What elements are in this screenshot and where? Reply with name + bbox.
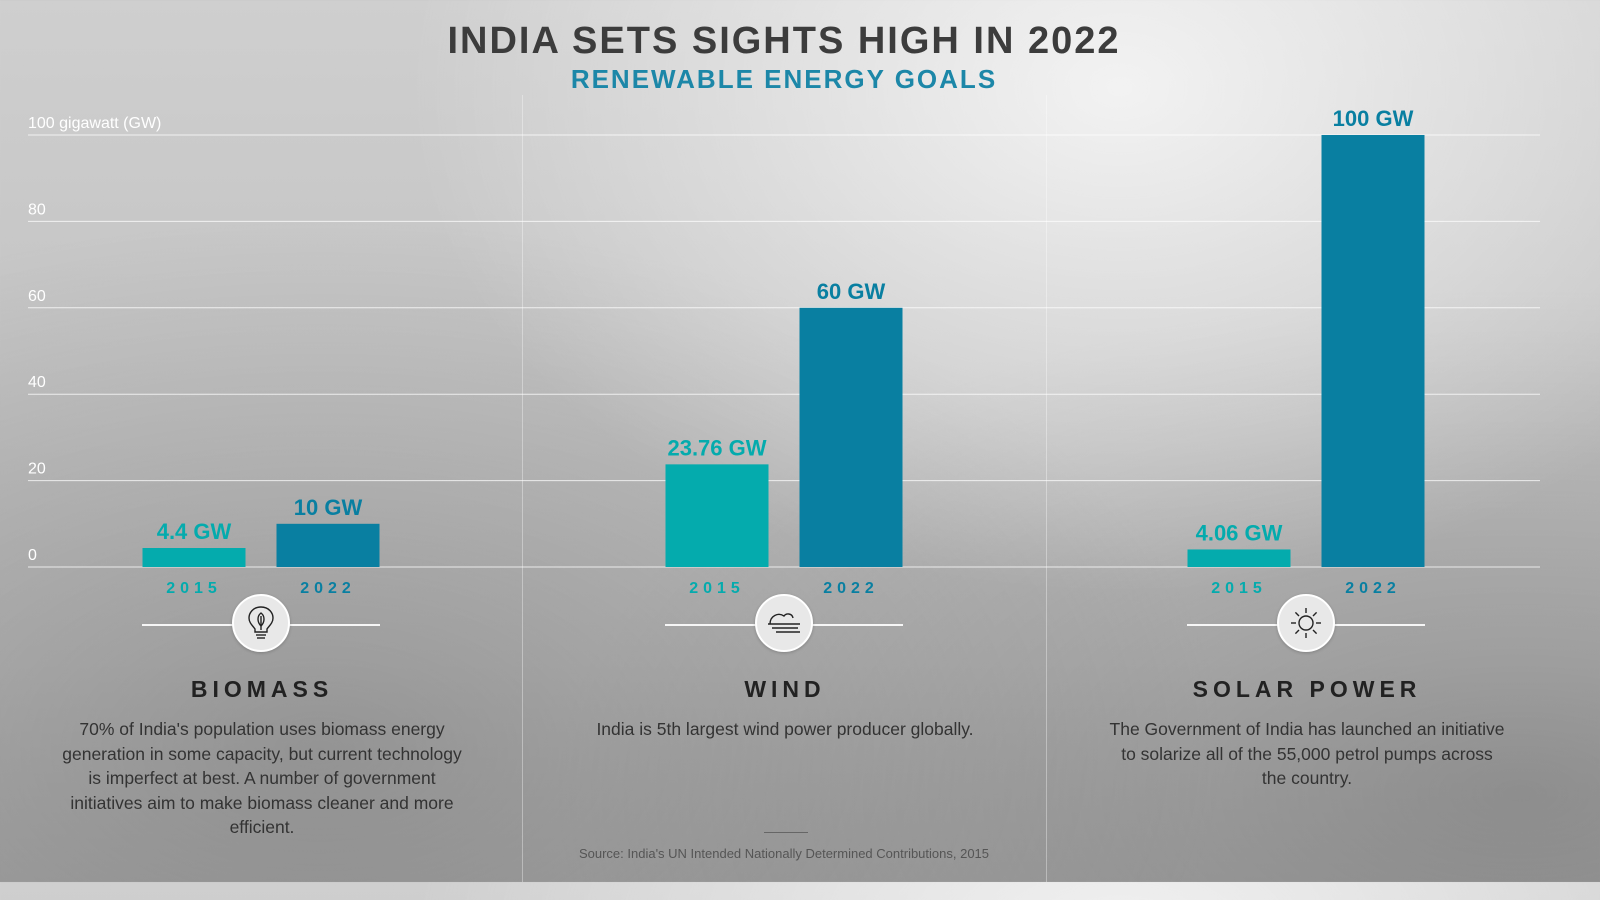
x-tick-label: 2022 — [300, 580, 356, 597]
panel-solar-power: SOLAR POWER The Government of India has … — [1097, 590, 1517, 791]
bar-2015 — [665, 464, 769, 567]
category-description: The Government of India has launched an … — [1109, 719, 1505, 788]
bar-2015 — [142, 547, 246, 567]
panel-wind: WIND India is 5th largest wind power pro… — [575, 590, 995, 742]
data-label: 60 GW — [817, 279, 886, 304]
category-name: WIND — [744, 676, 826, 702]
column-divider — [1046, 95, 1047, 882]
y-tick-label: 100 gigawatt (GW) — [28, 115, 161, 132]
bar-2015 — [1187, 549, 1291, 567]
y-tick-label: 40 — [28, 374, 46, 391]
y-tick-label: 80 — [28, 201, 46, 218]
icon-row — [52, 590, 472, 656]
source-divider — [764, 832, 808, 833]
category-name: BIOMASS — [190, 676, 334, 702]
chart-title: INDIA SETS SIGHTS HIGH IN 2022 — [447, 20, 1121, 62]
bar-2022 — [276, 523, 380, 567]
panel-biomass: BIOMASS 70% of India's population uses b… — [52, 590, 472, 840]
lightbulb-leaf-icon — [232, 594, 290, 652]
data-label: 4.4 GW — [157, 519, 232, 544]
data-label: 10 GW — [294, 495, 363, 520]
x-tick-label: 2022 — [1345, 580, 1401, 597]
icon-row — [1097, 590, 1517, 656]
x-tick-label: 2015 — [166, 580, 222, 597]
x-tick-label: 2015 — [689, 580, 745, 597]
x-tick-label: 2015 — [1211, 580, 1267, 597]
data-label: 23.76 GW — [667, 435, 766, 460]
data-label: 4.06 GW — [1196, 520, 1283, 545]
sun-icon — [1277, 594, 1335, 652]
y-tick-label: 20 — [28, 461, 46, 478]
category-name: SOLAR POWER — [1192, 676, 1422, 702]
bar-2022 — [799, 307, 903, 567]
data-label: 100 GW — [1333, 106, 1414, 131]
bar-chart: 0 20 40 60 80 100 gigawatt (GW) 4.4 GW 2015 10 G… — [28, 106, 1425, 597]
source-note: Source: India's UN Intended Nationally D… — [578, 846, 990, 861]
bar-2022 — [1321, 135, 1425, 567]
category-description: India is 5th largest wind power producer… — [596, 719, 974, 739]
icon-row — [575, 590, 995, 656]
x-tick-label: 2022 — [823, 580, 879, 597]
y-tick-label: 0 — [28, 547, 37, 564]
wind-icon — [755, 594, 813, 652]
y-tick-label: 60 — [28, 288, 46, 305]
column-divider — [522, 95, 523, 882]
category-description: 70% of India's population uses biomass e… — [62, 719, 462, 837]
chart-subtitle: RENEWABLE ENERGY GOALS — [570, 64, 998, 94]
